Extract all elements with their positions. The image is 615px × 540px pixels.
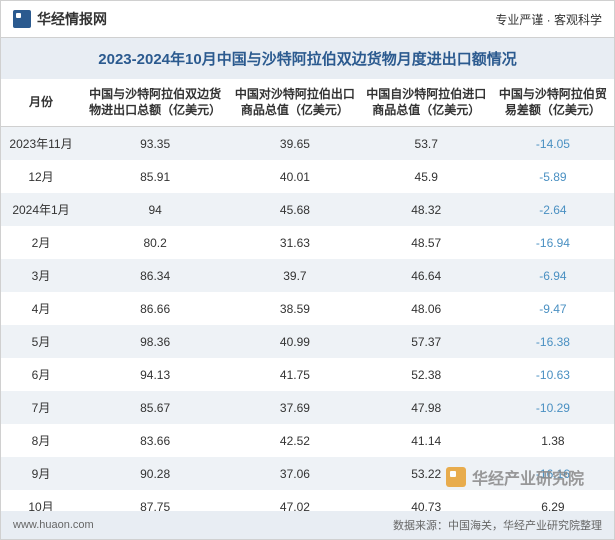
cell-month: 12月 [1,160,81,193]
table-row: 2024年1月9445.6848.32-2.64 [1,193,614,226]
cell-balance: -16.38 [492,325,614,358]
cell-export: 39.7 [229,259,360,292]
table-wrap: 月份 中国与沙特阿拉伯双边货物进出口总额（亿美元） 中国对沙特阿拉伯出口商品总值… [1,79,614,523]
cell-total: 93.35 [81,127,229,161]
col-import: 中国自沙特阿拉伯进口商品总值（亿美元） [361,79,492,127]
cell-total: 86.34 [81,259,229,292]
report-container: 华经情报网 专业严谨 · 客观科学 2023-2024年10月中国与沙特阿拉伯双… [0,0,615,540]
table-row: 2023年11月93.3539.6553.7-14.05 [1,127,614,161]
cell-balance: -5.89 [492,160,614,193]
cell-import: 47.98 [361,391,492,424]
cell-import: 46.64 [361,259,492,292]
header-bar: 华经情报网 专业严谨 · 客观科学 [1,1,614,38]
cell-month: 9月 [1,457,81,490]
cell-export: 39.65 [229,127,360,161]
cell-balance: -10.29 [492,391,614,424]
logo-area: 华经情报网 [13,9,107,29]
logo-icon [13,10,31,28]
cell-total: 85.91 [81,160,229,193]
table-row: 9月90.2837.0653.22-16.16 [1,457,614,490]
cell-total: 98.36 [81,325,229,358]
cell-month: 8月 [1,424,81,457]
table-row: 2月80.231.6348.57-16.94 [1,226,614,259]
cell-balance: -16.94 [492,226,614,259]
table-row: 6月94.1341.7552.38-10.63 [1,358,614,391]
cell-import: 41.14 [361,424,492,457]
cell-export: 38.59 [229,292,360,325]
cell-balance: -2.64 [492,193,614,226]
cell-import: 48.06 [361,292,492,325]
cell-export: 42.52 [229,424,360,457]
cell-balance: -14.05 [492,127,614,161]
cell-import: 53.7 [361,127,492,161]
cell-month: 2023年11月 [1,127,81,161]
cell-total: 83.66 [81,424,229,457]
cell-import: 57.37 [361,325,492,358]
page-title: 2023-2024年10月中国与沙特阿拉伯双边货物月度进出口额情况 [1,38,614,79]
col-export: 中国对沙特阿拉伯出口商品总值（亿美元） [229,79,360,127]
footer-url: www.huaon.com [13,519,94,531]
cell-balance: -6.94 [492,259,614,292]
cell-month: 2024年1月 [1,193,81,226]
cell-month: 4月 [1,292,81,325]
cell-total: 86.66 [81,292,229,325]
table-body: 2023年11月93.3539.6553.7-14.0512月85.9140.0… [1,127,614,524]
cell-month: 3月 [1,259,81,292]
table-row: 12月85.9140.0145.9-5.89 [1,160,614,193]
data-table: 月份 中国与沙特阿拉伯双边货物进出口总额（亿美元） 中国对沙特阿拉伯出口商品总值… [1,79,614,523]
table-header-row: 月份 中国与沙特阿拉伯双边货物进出口总额（亿美元） 中国对沙特阿拉伯出口商品总值… [1,79,614,127]
cell-balance: -9.47 [492,292,614,325]
col-total: 中国与沙特阿拉伯双边货物进出口总额（亿美元） [81,79,229,127]
logo-text: 华经情报网 [37,9,107,29]
cell-balance: -16.16 [492,457,614,490]
cell-month: 5月 [1,325,81,358]
cell-export: 40.01 [229,160,360,193]
cell-total: 94.13 [81,358,229,391]
cell-import: 53.22 [361,457,492,490]
cell-month: 7月 [1,391,81,424]
cell-import: 52.38 [361,358,492,391]
cell-export: 31.63 [229,226,360,259]
cell-import: 45.9 [361,160,492,193]
col-balance: 中国与沙特阿拉伯贸易差额（亿美元） [492,79,614,127]
cell-total: 90.28 [81,457,229,490]
table-row: 7月85.6737.6947.98-10.29 [1,391,614,424]
cell-month: 2月 [1,226,81,259]
table-row: 3月86.3439.746.64-6.94 [1,259,614,292]
cell-export: 37.69 [229,391,360,424]
table-row: 5月98.3640.9957.37-16.38 [1,325,614,358]
cell-balance: 1.38 [492,424,614,457]
header-tagline: 专业严谨 · 客观科学 [495,11,602,28]
table-row: 4月86.6638.5948.06-9.47 [1,292,614,325]
cell-total: 85.67 [81,391,229,424]
cell-import: 48.32 [361,193,492,226]
col-month: 月份 [1,79,81,127]
cell-month: 6月 [1,358,81,391]
cell-total: 94 [81,193,229,226]
cell-export: 41.75 [229,358,360,391]
cell-balance: -10.63 [492,358,614,391]
cell-export: 45.68 [229,193,360,226]
footer-source: 数据来源：中国海关，华经产业研究院整理 [393,517,602,533]
footer-bar: www.huaon.com 数据来源：中国海关，华经产业研究院整理 [1,511,614,539]
cell-import: 48.57 [361,226,492,259]
table-row: 8月83.6642.5241.141.38 [1,424,614,457]
cell-export: 40.99 [229,325,360,358]
cell-export: 37.06 [229,457,360,490]
cell-total: 80.2 [81,226,229,259]
